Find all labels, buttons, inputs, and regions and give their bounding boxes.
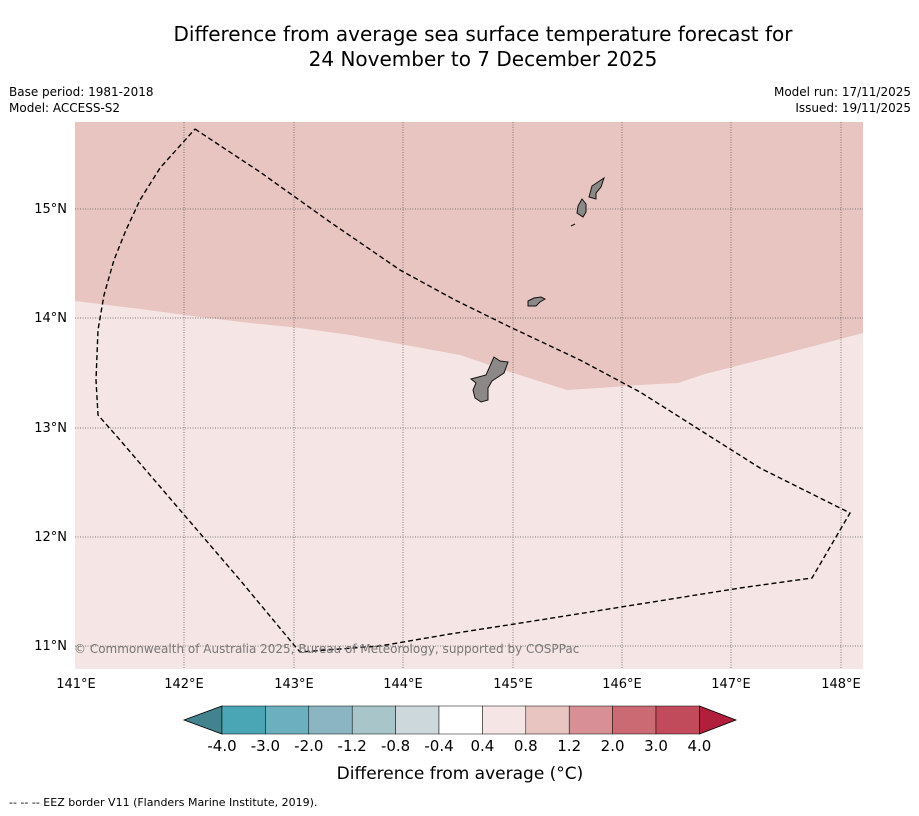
tinian-island [576, 198, 587, 218]
lat-label: 11°N [34, 639, 67, 654]
colorbar-segment [438, 705, 483, 735]
colorbar-segment [568, 705, 613, 735]
lon-label: 145°E [493, 677, 533, 692]
saipan-island [588, 176, 605, 200]
lon-label: 147°E [711, 677, 751, 692]
colorbar-tick: -0.4 [424, 737, 453, 755]
colorbar-tick: 0.8 [514, 737, 538, 755]
base-period: Base period: 1981-2018 [9, 85, 154, 99]
eez-border [95, 128, 851, 653]
lon-label: 148°E [821, 677, 861, 692]
latitude-labels: 15°N 14°N 13°N 12°N 11°N [34, 202, 67, 654]
colorbar-tick: 1.2 [557, 737, 581, 755]
colorbar-title: Difference from average (°C) [336, 764, 584, 784]
lon-label: 143°E [274, 677, 314, 692]
map-area [75, 122, 863, 669]
colorbar-segment [612, 705, 657, 735]
lat-label: 12°N [34, 530, 67, 545]
colorbar-segment [351, 705, 396, 735]
colorbar-segment [655, 705, 700, 735]
colorbar-tick: -0.8 [381, 737, 410, 755]
eez-footnote: -- -- -- EEZ border V11 (Flanders Marine… [9, 796, 318, 809]
lon-label: 144°E [383, 677, 423, 692]
colorbar-tick: -4.0 [207, 737, 236, 755]
colorbar-tick: -1.2 [338, 737, 367, 755]
lon-label: 142°E [164, 677, 204, 692]
title-line-2: 24 November to 7 December 2025 [308, 47, 658, 71]
colorbar-tick: 2.0 [601, 737, 625, 755]
colorbar-segment [395, 705, 440, 735]
colorbar-segment [265, 705, 310, 735]
map-title: Difference from average sea surface temp… [0, 22, 919, 72]
colorbar-tick-labels: -4.0 -3.0 -2.0 -1.2 -0.8 -0.4 0.4 0.8 1.2 2.0 3.0 4… [207, 737, 711, 755]
colorbar-segment [308, 705, 353, 735]
copyright-text: © Commonwealth of Australia 2025, Bureau… [74, 642, 579, 656]
meta-left: Base period: 1981-2018 Model: ACCESS-S2 [9, 84, 154, 116]
title-line-1: Difference from average sea surface temp… [173, 22, 793, 46]
lat-label: 14°N [34, 311, 67, 326]
model-name: Model: ACCESS-S2 [9, 101, 121, 115]
colorbar [182, 705, 738, 735]
colorbar-tick: -2.0 [294, 737, 323, 755]
lon-label: 141°E [56, 677, 96, 692]
rota-island [527, 296, 547, 307]
colorbar-under-arrow [182, 705, 223, 735]
meta-right: Model run: 17/11/2025 Issued: 19/11/2025 [774, 84, 911, 116]
lat-label: 15°N [34, 202, 67, 217]
colorbar-segment [482, 705, 527, 735]
aguijan-island [570, 223, 576, 227]
lon-label: 146°E [602, 677, 642, 692]
guam-island [469, 356, 509, 403]
colorbar-tick: 3.0 [644, 737, 668, 755]
colorbar-tick: 0.4 [470, 737, 494, 755]
model-run: Model run: 17/11/2025 [773, 85, 911, 99]
islands [469, 176, 605, 403]
colorbar-segment [525, 705, 570, 735]
colorbar-tick: 4.0 [687, 737, 711, 755]
longitude-labels: 141°E 142°E 143°E 144°E 145°E 146°E 147°E 148°E [56, 677, 861, 692]
anomaly-0.8-1.2-region [75, 122, 863, 390]
lat-label: 13°N [34, 421, 67, 436]
colorbar-segment [221, 705, 266, 735]
colorbar-tick: -3.0 [251, 737, 280, 755]
colorbar-over-arrow [699, 705, 738, 735]
issued-date: Issued: 19/11/2025 [795, 101, 911, 115]
graticule [75, 122, 863, 669]
